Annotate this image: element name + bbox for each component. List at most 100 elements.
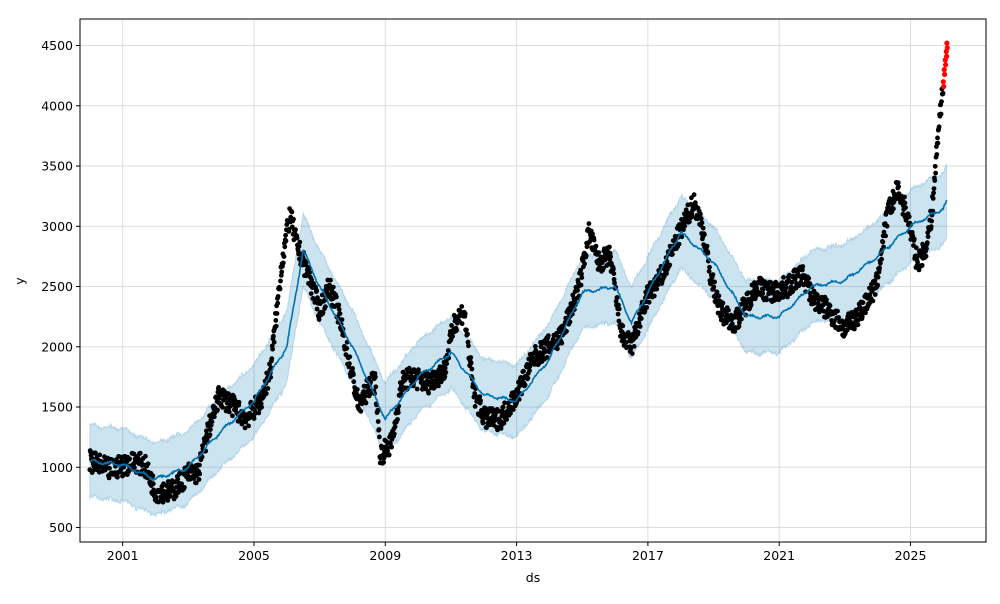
observed-point — [314, 306, 320, 312]
observed-point — [196, 477, 202, 482]
observed-point — [182, 485, 187, 490]
observed-point — [676, 241, 682, 247]
observed-point — [281, 254, 287, 259]
observed-point — [924, 240, 930, 246]
observed-point — [525, 375, 531, 381]
x-axis-ticks: 2001 2005 2009 2013 2017 2021 2025 — [107, 542, 927, 563]
observed-point — [613, 299, 619, 304]
observed-point — [931, 190, 936, 196]
observed-point — [242, 425, 248, 431]
observed-point — [314, 288, 320, 294]
observed-point — [386, 452, 392, 458]
observed-point — [293, 227, 298, 233]
observed-point — [720, 300, 726, 306]
observed-point — [466, 343, 471, 349]
observed-point — [716, 293, 722, 299]
observed-point — [607, 244, 612, 250]
observed-point — [508, 410, 513, 416]
observed-point — [337, 311, 343, 316]
observed-point — [629, 351, 635, 356]
observed-point — [220, 405, 226, 410]
observed-point — [336, 302, 342, 308]
observed-point — [278, 278, 283, 284]
observed-point — [154, 494, 159, 500]
observed-point — [667, 262, 673, 268]
observed-point — [601, 265, 606, 271]
observed-point — [339, 317, 345, 322]
observed-point — [616, 306, 622, 312]
observed-point — [354, 387, 360, 392]
observed-point — [175, 476, 181, 482]
observed-point — [269, 356, 275, 362]
observed-point — [197, 462, 202, 468]
observed-point — [193, 480, 199, 486]
observed-point — [145, 461, 151, 467]
observed-point — [689, 214, 695, 219]
observed-point — [297, 239, 303, 245]
observed-point — [559, 340, 565, 346]
observed-point — [278, 273, 284, 278]
observed-point — [699, 220, 705, 226]
observed-point — [246, 423, 252, 429]
observed-point — [835, 308, 840, 314]
observed-point — [614, 295, 620, 300]
x-tick-label: 2009 — [369, 548, 401, 563]
observed-point — [445, 348, 451, 353]
observed-point — [362, 393, 368, 399]
observed-point — [462, 311, 468, 317]
observed-point — [635, 329, 641, 335]
recent-point — [941, 83, 947, 90]
observed-point — [280, 260, 286, 266]
observed-point — [510, 407, 516, 412]
yhat-line — [89, 199, 948, 482]
observed-point — [414, 386, 420, 392]
observed-point — [895, 180, 901, 186]
observed-point — [884, 223, 890, 229]
observed-point — [915, 259, 920, 265]
observed-point — [483, 406, 489, 411]
observed-point — [351, 379, 357, 385]
observed-point — [611, 277, 617, 282]
x-tick-label: 2017 — [632, 548, 664, 563]
observed-point — [567, 319, 573, 325]
observed-point — [872, 278, 878, 283]
observed-point — [258, 401, 264, 406]
observed-point — [316, 317, 322, 322]
observed-point — [654, 286, 660, 292]
plot-frame — [79, 18, 987, 543]
x-tick-label: 2025 — [895, 548, 927, 563]
observed-point — [376, 427, 382, 432]
y-axis-label: y — [12, 277, 27, 285]
observed-point — [373, 374, 378, 380]
observed-point — [436, 383, 441, 389]
observed-point — [211, 414, 217, 420]
y-tick-label: 4000 — [41, 98, 73, 113]
observed-point — [363, 400, 369, 406]
observed-point — [347, 354, 353, 360]
observed-point — [97, 452, 103, 458]
observed-point — [204, 428, 209, 434]
observed-point — [719, 313, 725, 318]
observed-point — [570, 292, 576, 298]
observed-point — [644, 305, 650, 310]
y-tick-label: 3500 — [41, 159, 73, 174]
observed-point — [857, 304, 863, 310]
observed-point — [309, 277, 314, 283]
observed-point — [465, 339, 471, 345]
observed-point — [375, 419, 381, 424]
recent-point — [944, 53, 950, 60]
observed-point — [586, 221, 592, 227]
observed-point — [636, 320, 642, 326]
observed-point — [308, 291, 314, 296]
observed-point — [698, 216, 704, 222]
observed-point — [555, 346, 560, 352]
observed-point — [251, 416, 257, 421]
observed-point — [929, 218, 934, 224]
observed-point — [478, 398, 483, 404]
observed-point — [903, 205, 908, 211]
observed-point — [131, 451, 137, 457]
observed-point — [579, 271, 584, 277]
observed-point — [226, 409, 232, 415]
observed-point — [209, 419, 215, 425]
observed-point — [271, 333, 276, 339]
